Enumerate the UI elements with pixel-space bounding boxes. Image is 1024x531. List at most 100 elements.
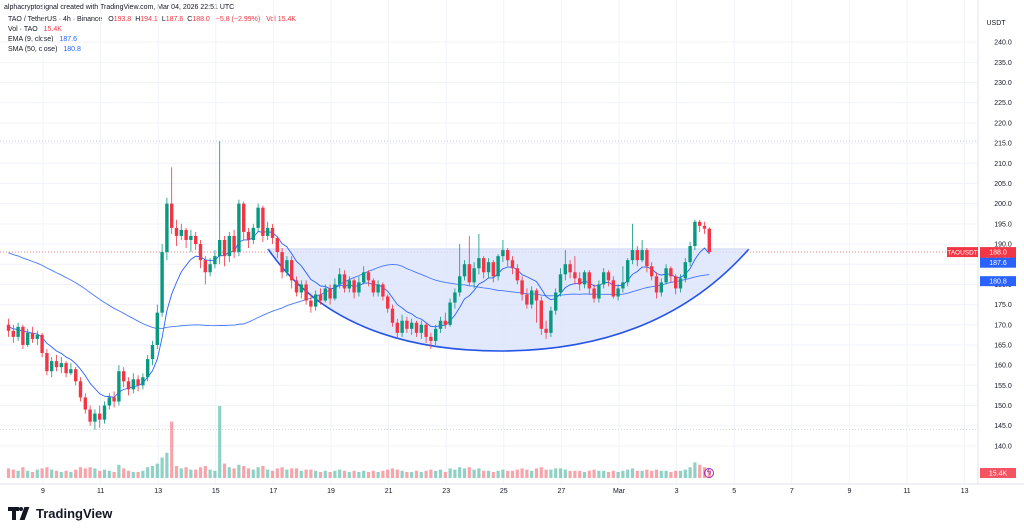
candle-body[interactable] <box>222 239 227 257</box>
candle-body[interactable] <box>544 328 548 333</box>
candle-body[interactable] <box>429 336 433 341</box>
candle-body[interactable] <box>611 280 615 297</box>
candle-body[interactable] <box>256 207 260 228</box>
candle-body[interactable] <box>232 235 236 253</box>
candle-body[interactable] <box>621 282 625 289</box>
candle-body[interactable] <box>174 227 179 236</box>
candle-body[interactable] <box>107 397 111 406</box>
alert-clock-icon[interactable]: ϟ <box>704 468 714 478</box>
candle-body[interactable] <box>626 260 630 283</box>
candle-body[interactable] <box>35 334 39 339</box>
candle-body[interactable] <box>150 344 155 360</box>
candle-body[interactable] <box>30 332 35 339</box>
candle-body[interactable] <box>362 272 366 283</box>
candle-body[interactable] <box>568 264 572 273</box>
candle-body[interactable] <box>40 334 44 354</box>
volume-tag[interactable] <box>980 468 1016 478</box>
sma-price-tag[interactable] <box>980 276 1016 287</box>
currency-label[interactable]: USDT <box>986 20 1006 27</box>
candle-body[interactable] <box>395 322 399 333</box>
candle-body[interactable] <box>338 274 342 285</box>
candle-body[interactable] <box>578 278 582 285</box>
candle-body[interactable] <box>491 262 495 277</box>
candle-body[interactable] <box>515 268 519 281</box>
candle-body[interactable] <box>482 258 486 273</box>
candle-body[interactable] <box>179 229 183 236</box>
candle-body[interactable] <box>669 268 673 277</box>
candle-body[interactable] <box>496 256 500 277</box>
candle-body[interactable] <box>650 266 654 277</box>
candle-body[interactable] <box>510 260 515 269</box>
candle-body[interactable] <box>448 302 452 325</box>
candle-body[interactable] <box>155 312 159 345</box>
candle-body[interactable] <box>438 320 443 329</box>
candle-body[interactable] <box>477 258 481 269</box>
candle-body[interactable] <box>558 274 563 293</box>
candle-body[interactable] <box>659 282 663 293</box>
candle-body[interactable] <box>400 320 404 333</box>
candle-body[interactable] <box>26 332 30 345</box>
candle-body[interactable] <box>453 292 457 303</box>
candle-body[interactable] <box>520 280 524 295</box>
candle-body[interactable] <box>597 284 601 299</box>
candle-body[interactable] <box>582 272 587 285</box>
candle-body[interactable] <box>117 371 121 402</box>
candle-body[interactable] <box>410 322 414 329</box>
candle-body[interactable] <box>328 288 332 299</box>
candle-body[interactable] <box>203 260 207 273</box>
candle-body[interactable] <box>88 409 92 422</box>
candle-body[interactable] <box>458 276 462 293</box>
candle-body[interactable] <box>573 272 577 279</box>
candle-body[interactable] <box>357 282 361 293</box>
candle-body[interactable] <box>270 227 275 238</box>
candle-body[interactable] <box>11 330 15 337</box>
candle-body[interactable] <box>146 359 150 378</box>
symbol-label[interactable]: TAO / TetherUS · 4h · Binance <box>8 16 103 23</box>
candle-body[interactable] <box>707 228 711 253</box>
candle-body[interactable] <box>131 379 135 390</box>
candle-body[interactable] <box>126 381 131 390</box>
candle-body[interactable] <box>645 250 649 267</box>
candle-body[interactable] <box>136 379 140 386</box>
candle-body[interactable] <box>371 280 375 293</box>
candle-body[interactable] <box>290 260 294 281</box>
candle-body[interactable] <box>208 264 212 273</box>
candle-body[interactable] <box>549 310 553 333</box>
candle-body[interactable] <box>386 296 390 309</box>
candle-body[interactable] <box>189 235 193 240</box>
candle-body[interactable] <box>664 268 668 283</box>
candle-body[interactable] <box>74 369 78 382</box>
candle-body[interactable] <box>198 244 203 261</box>
candle-body[interactable] <box>78 381 83 398</box>
candle-body[interactable] <box>242 203 246 232</box>
candle-body[interactable] <box>102 405 107 420</box>
candle-body[interactable] <box>688 246 692 263</box>
candle-body[interactable] <box>93 413 97 422</box>
candle-body[interactable] <box>678 278 683 289</box>
candle-body[interactable] <box>112 397 116 402</box>
candle-body[interactable] <box>194 235 198 245</box>
candle-body[interactable] <box>554 292 558 311</box>
candle-body[interactable] <box>443 320 447 325</box>
candle-body[interactable] <box>261 207 265 236</box>
candle-body[interactable] <box>314 294 318 307</box>
candle-body[interactable] <box>54 361 59 368</box>
candle-body[interactable] <box>280 252 284 273</box>
candle-body[interactable] <box>501 250 505 257</box>
candle-body[interactable] <box>592 288 596 299</box>
candle-body[interactable] <box>693 221 697 247</box>
ema-legend-row[interactable]: EMA (9, close) 187.6 <box>8 35 77 44</box>
candle-body[interactable] <box>486 262 491 273</box>
candle-body[interactable] <box>424 324 428 337</box>
candle-body[interactable] <box>21 326 25 345</box>
cup-pattern-curve[interactable] <box>267 248 750 352</box>
candle-body[interactable] <box>218 239 222 257</box>
candle-body[interactable] <box>6 324 11 331</box>
candle-body[interactable] <box>160 252 164 313</box>
candle-body[interactable] <box>376 284 380 293</box>
candle-body[interactable] <box>213 256 217 265</box>
candle-body[interactable] <box>83 397 87 410</box>
candle-body[interactable] <box>506 250 510 261</box>
candle-body[interactable] <box>227 235 231 257</box>
